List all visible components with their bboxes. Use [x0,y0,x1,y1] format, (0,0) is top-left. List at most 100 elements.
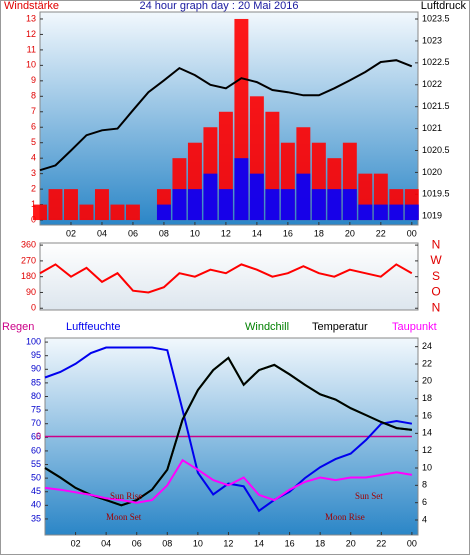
annotation: Moon Set [106,512,142,522]
bar [234,158,249,221]
y2-tick-label: 1019.5 [422,189,450,199]
bar [358,204,373,221]
y-tick-label: 90 [26,287,36,297]
legend-entry: Windchill [245,321,289,333]
y3-tick-label: 0 [36,431,41,441]
x-tick-label: 08 [159,228,169,238]
y-tick-label: 6 [31,122,36,132]
y2-tick-label: 18 [422,393,432,403]
y-tick-label: 35 [31,513,41,523]
y2-tick-label: 22 [422,358,432,368]
bar [404,204,419,221]
x-tick-label: 16 [283,228,293,238]
y-axis-label: Windstärke [4,0,59,12]
bar [64,189,78,221]
y-tick-label: 7 [31,106,36,116]
y-tick-label: 9 [31,75,36,85]
y-tick-label: 50 [31,473,41,483]
x-tick-label: 06 [132,538,142,548]
y2-tick-label: 4 [422,514,427,524]
y-tick-label: 270 [21,255,36,265]
y2-tick-label: W [430,253,442,267]
x-tick-label: 06 [128,228,138,238]
bar [94,189,109,221]
y2-tick-label: 16 [422,410,432,420]
bar [311,189,326,221]
legend-entry: Taupunkt [392,321,437,333]
bar [280,189,295,221]
x-tick-label: 20 [345,228,355,238]
x-tick-label: 02 [66,228,76,238]
x-tick-label: 14 [252,228,262,238]
y-tick-label: 8 [31,91,36,101]
y-tick-label: 95 [31,350,41,360]
y-tick-label: 12 [26,29,36,39]
y2-tick-label: 1023.5 [422,13,450,23]
y-tick-label: 55 [31,459,41,469]
bar [249,173,264,221]
annotation: Sun Rise [110,491,142,501]
series-line [44,458,413,504]
bar [373,204,388,221]
y-tick-label: 3 [31,168,36,178]
bar [265,189,280,221]
y-tick-label: 5 [31,137,36,147]
y2-tick-label: N [432,237,441,251]
y-tick-label: 70 [31,418,41,428]
x-tick-label: 08 [162,538,172,548]
y-tick-label: 4 [31,153,36,163]
plot-area [39,242,419,311]
x-tick-label: 18 [314,228,324,238]
y2-axis-label: Luftdruck [421,0,467,12]
annotation: Moon Rise [325,512,365,522]
x-tick-label: 04 [97,228,107,238]
x-tick-label: 10 [190,228,200,238]
bar [327,189,342,221]
bar [296,173,311,221]
bar [172,189,187,221]
y2-tick-label: 12 [422,445,432,455]
x-tick-label: 14 [254,538,264,548]
x-tick-label: 22 [376,228,386,238]
x-tick-label: 00 [407,538,417,548]
bar [342,189,357,221]
bar [218,189,233,221]
bar [125,204,140,221]
y2-tick-label: 1019 [422,211,442,221]
x-tick-label: 20 [346,538,356,548]
y-tick-label: 45 [31,486,41,496]
annotation: Sun Set [355,491,383,501]
x-tick-label: 02 [71,538,81,548]
y2-tick-label: 10 [422,462,432,472]
chart-title: 24 hour graph day : 20 Mai 2016 [139,0,298,12]
y-tick-label: 85 [31,377,41,387]
y-tick-label: 11 [27,44,36,54]
y2-tick-label: 1020 [422,167,442,177]
y-tick-label: 40 [31,500,41,510]
y-tick-label: 10 [26,60,36,70]
y2-tick-label: 1021 [422,123,442,133]
y2-tick-label: 1022.5 [422,57,450,67]
x-tick-label: 04 [101,538,111,548]
y2-tick-label: 8 [422,480,427,490]
x-tick-label: 10 [193,538,203,548]
legend-entry: Regen [2,321,34,333]
y-tick-label: 1 [31,199,36,209]
y-tick-label: 80 [31,391,41,401]
y-tick-label: 75 [31,404,41,414]
y-tick-label: 60 [31,445,41,455]
series-line [44,346,413,513]
y2-tick-label: 1020.5 [422,145,450,155]
y2-tick-label: 1021.5 [422,101,450,111]
bar [48,189,63,221]
series-line [39,263,413,294]
y-tick-label: 360 [21,239,36,249]
x-tick-label: 00 [407,228,417,238]
x-tick-label: 12 [223,538,233,548]
y-tick-label: 65 [31,432,41,442]
y-tick-label: 180 [21,271,36,281]
bar [187,189,202,221]
y-tick-label: 13 [26,13,36,23]
y-tick-label: 90 [31,364,41,374]
